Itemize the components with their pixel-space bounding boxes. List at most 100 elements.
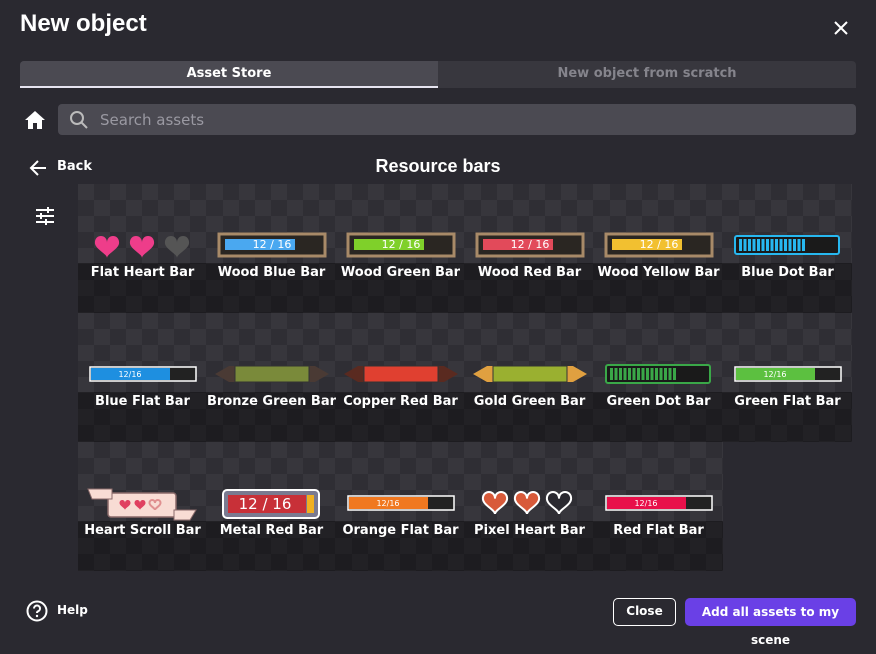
asset-name: Green Dot Bar (606, 394, 711, 409)
asset-card[interactable]: 12 / 16 Wood Red Bar (465, 184, 594, 313)
dialog-title: New object (20, 10, 147, 37)
asset-card[interactable]: Green Dot Bar (594, 313, 723, 442)
dot (632, 368, 636, 380)
asset-preview (344, 365, 458, 383)
preview-text: 12 / 16 (511, 238, 550, 251)
asset-name: Gold Green Bar (473, 394, 586, 409)
asset-name: Wood Green Bar (340, 265, 461, 280)
home-icon[interactable] (24, 110, 46, 130)
asset-name: Flat Heart Bar (90, 265, 195, 280)
close-icon[interactable] (832, 19, 850, 37)
dot (610, 368, 613, 380)
dot (757, 239, 760, 251)
asset-name: Wood Red Bar (477, 265, 582, 280)
asset-name: Orange Flat Bar (342, 523, 459, 538)
card-band (723, 392, 852, 442)
asset-card[interactable]: 12/16 Green Flat Bar (723, 313, 852, 442)
asset-card[interactable]: Gold Green Bar (465, 313, 594, 442)
close-button[interactable]: Close (613, 598, 676, 626)
preview-text: 12/16 (763, 370, 786, 379)
filter-icon[interactable] (35, 206, 55, 226)
card-band (78, 392, 207, 442)
heart (545, 491, 573, 515)
asset-card[interactable]: Pixel Heart Bar (465, 442, 594, 571)
card-band (78, 263, 207, 313)
asset-name: Copper Red Bar (343, 394, 458, 409)
dot (779, 239, 783, 251)
card-band (594, 392, 723, 442)
cap-left (344, 366, 366, 382)
tab[interactable]: New object from scratch (557, 66, 737, 81)
tab[interactable]: Asset Store (20, 61, 438, 88)
card-band (594, 521, 723, 571)
dot (743, 239, 747, 251)
dot (641, 368, 645, 380)
heart (119, 500, 131, 510)
asset-name: Wood Yellow Bar (597, 265, 720, 280)
heart (513, 491, 541, 515)
preview-text: 12 / 16 (382, 238, 421, 251)
asset-preview: 12 / 16 (604, 232, 714, 258)
dot (739, 239, 742, 251)
card-band (336, 392, 465, 442)
dot (788, 239, 792, 251)
asset-card[interactable]: 12 / 16 Wood Green Bar (336, 184, 465, 313)
bar-fill (354, 239, 424, 250)
asset-preview (481, 491, 573, 515)
back-button[interactable]: Back (57, 159, 93, 174)
asset-preview: 12 / 16 (475, 232, 585, 258)
asset-card[interactable]: 12 / 16 Wood Yellow Bar (594, 184, 723, 313)
asset-preview (215, 365, 329, 383)
asset-card[interactable]: Heart Scroll Bar (78, 442, 207, 571)
asset-card[interactable]: 12/16 Blue Flat Bar (78, 313, 207, 442)
help-icon[interactable] (26, 600, 48, 622)
asset-preview: 12/16 (347, 495, 455, 511)
card-band (207, 263, 336, 313)
asset-name: Blue Flat Bar (95, 394, 190, 409)
asset-preview: 12/16 (734, 366, 842, 382)
bar-fill (492, 365, 568, 383)
heart (481, 491, 509, 515)
asset-card[interactable]: 12/16 Orange Flat Bar (336, 442, 465, 571)
preview-text: 12/16 (634, 499, 657, 508)
asset-card[interactable]: Flat Heart Bar (78, 184, 207, 313)
dot (748, 239, 751, 251)
asset-preview (734, 235, 840, 255)
asset-name: Wood Blue Bar (217, 265, 326, 280)
asset-name: Heart Scroll Bar (84, 523, 201, 538)
asset-card[interactable]: Copper Red Bar (336, 313, 465, 442)
dot (761, 239, 765, 251)
dot (637, 368, 640, 380)
bar-fill (607, 497, 686, 509)
card-band (465, 263, 594, 313)
cap-left (473, 366, 495, 382)
add-all-button[interactable]: Add all assets to my scene (685, 598, 856, 647)
preview-text: 12 / 16 (239, 495, 292, 513)
asset-card[interactable]: 12/16 Red Flat Bar (594, 442, 723, 571)
dot (752, 239, 756, 251)
asset-name: Blue Dot Bar (741, 265, 834, 280)
dot (673, 368, 676, 380)
dot (770, 239, 774, 251)
back-icon[interactable] (28, 159, 48, 177)
dot (668, 368, 672, 380)
bar-fill (736, 368, 815, 380)
asset-card[interactable]: Blue Dot Bar (723, 184, 852, 313)
dot (802, 239, 805, 251)
asset-card[interactable]: Bronze Green Bar (207, 313, 336, 442)
bar-fill (91, 368, 170, 380)
asset-preview: 12/16 (89, 366, 197, 382)
dot (646, 368, 649, 380)
bar-fill (225, 239, 295, 250)
dot (650, 368, 654, 380)
help-link[interactable]: Help (57, 603, 88, 617)
asset-name: Pixel Heart Bar (474, 523, 585, 538)
dot (784, 239, 787, 251)
asset-card[interactable]: 12 / 16 Wood Blue Bar (207, 184, 336, 313)
dot (614, 368, 618, 380)
asset-card[interactable]: 12 / 16 Metal Red Bar (207, 442, 336, 571)
search-box[interactable]: Search assets (58, 104, 856, 135)
card-band (336, 521, 465, 571)
dot (628, 368, 631, 380)
